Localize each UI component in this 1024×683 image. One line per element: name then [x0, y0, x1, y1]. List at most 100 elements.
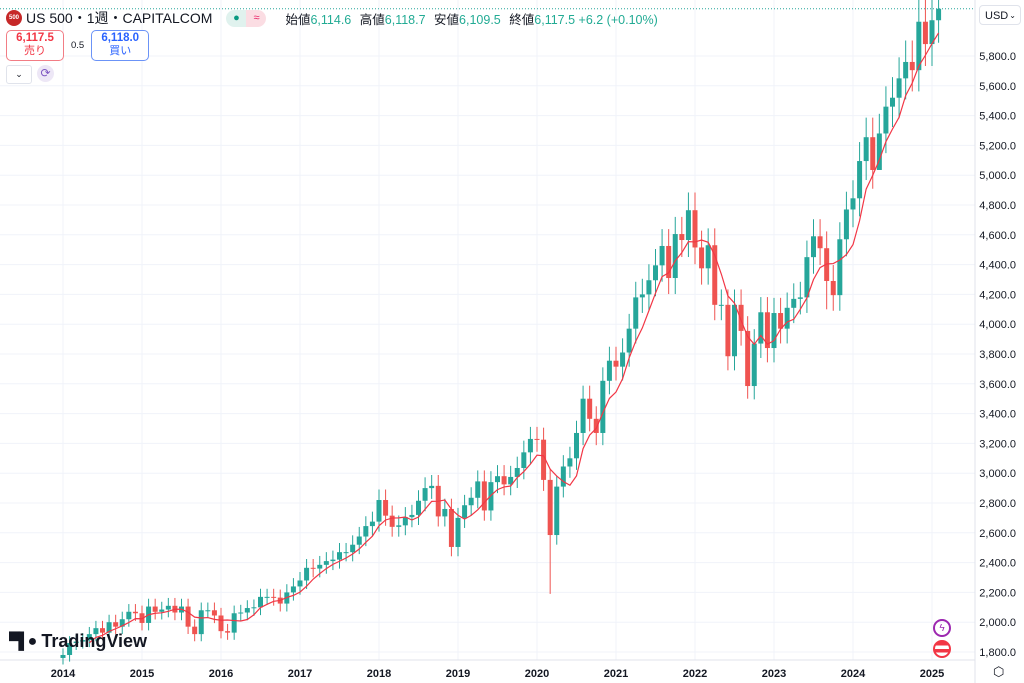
candle	[363, 516, 369, 547]
buy-button[interactable]: 6,118.0 買い	[91, 30, 150, 61]
y-tick-label: 3,800.0	[979, 349, 1016, 361]
close-label: 終値	[509, 12, 535, 27]
market-status[interactable]: ● ≈	[226, 9, 267, 27]
candle	[817, 219, 823, 266]
candle-body	[462, 505, 468, 518]
y-tick-label: 3,600.0	[979, 379, 1016, 391]
candle-body	[205, 610, 211, 612]
candle	[606, 346, 612, 395]
candle-body	[264, 596, 270, 598]
candle-body	[784, 307, 790, 329]
candle	[837, 222, 843, 311]
candle	[745, 316, 751, 399]
candle-body	[580, 398, 586, 433]
candle-body	[258, 596, 263, 608]
candle-body	[521, 452, 527, 468]
candle	[541, 427, 547, 491]
candle	[876, 113, 882, 170]
candle-body	[764, 312, 770, 349]
candle	[442, 498, 448, 527]
gear-icon[interactable]: ⬡	[993, 664, 1005, 679]
candle	[547, 468, 553, 594]
candle	[903, 40, 909, 100]
y-tick-label: 3,200.0	[979, 438, 1016, 450]
candle-body	[73, 641, 79, 644]
y-tick-label: 3,400.0	[979, 409, 1016, 421]
symbol-title[interactable]: US 500・1週・CAPITALCOM	[26, 10, 213, 26]
candle-body	[376, 500, 382, 522]
candle	[416, 490, 421, 526]
candle-body	[100, 628, 105, 633]
candle-body	[857, 161, 863, 199]
candle	[666, 229, 672, 295]
candle	[369, 511, 375, 536]
candle	[205, 602, 211, 619]
candle-body	[574, 432, 579, 459]
candle-body	[916, 21, 922, 71]
candle-body	[797, 297, 803, 299]
sync-icon[interactable]: ⟳	[37, 65, 54, 82]
candle	[574, 420, 579, 470]
candle-body	[929, 20, 935, 45]
candle	[521, 440, 527, 480]
candle	[337, 542, 342, 569]
x-tick-label: 2018	[367, 668, 391, 680]
candle	[310, 559, 316, 578]
candle-body	[666, 245, 672, 279]
x-tick-label: 2014	[51, 668, 76, 680]
candle	[396, 515, 402, 537]
candle	[198, 602, 204, 642]
candle-body	[587, 398, 593, 419]
sell-button[interactable]: 6,117.5 売り	[6, 30, 64, 61]
close-value: 6,117.5	[534, 12, 576, 27]
candle-body	[475, 481, 481, 498]
collapse-legend-button[interactable]: ⌄	[6, 65, 32, 84]
candle-body	[304, 567, 310, 581]
candle	[929, 0, 935, 66]
tradingview-logo[interactable]: ▀▌● TradingView	[9, 631, 147, 652]
candle-body	[909, 61, 915, 71]
candle	[422, 477, 428, 512]
candle	[218, 607, 224, 639]
candle-body	[80, 640, 86, 642]
lightning-icon[interactable]: ϟ	[933, 619, 951, 637]
candle	[80, 633, 86, 649]
candle-body	[843, 209, 849, 240]
candle	[672, 216, 678, 295]
candle-body	[251, 607, 257, 609]
candle-body	[271, 596, 277, 598]
x-tick-label: 2017	[288, 668, 312, 680]
candle-body	[639, 294, 645, 298]
candle-body	[93, 628, 99, 635]
candle	[231, 605, 237, 640]
candle	[350, 535, 356, 562]
candle-body	[416, 500, 421, 515]
candle	[646, 264, 652, 311]
x-tick-label: 2015	[130, 668, 154, 680]
x-tick-label: 2024	[841, 668, 866, 680]
candle-body	[685, 210, 691, 241]
candle-body	[712, 245, 718, 305]
candle-body	[402, 517, 408, 526]
candle-body	[745, 330, 751, 387]
candle-body	[883, 106, 889, 134]
candle-body	[732, 304, 737, 357]
us-flag-icon[interactable]	[933, 640, 951, 658]
trade-panel: 6,117.5 売り 0.5 6,118.0 買い	[6, 30, 150, 61]
currency-select[interactable]: USD ⌄	[979, 5, 1021, 25]
candle-body	[653, 265, 658, 281]
candle-body	[936, 8, 942, 21]
candle	[225, 623, 231, 640]
candle-body	[837, 239, 843, 296]
y-tick-label: 2,600.0	[979, 528, 1016, 540]
candle-body	[350, 544, 356, 553]
x-tick-label: 2025	[920, 668, 944, 680]
candle-body	[231, 613, 237, 633]
candle-body	[389, 515, 395, 527]
candle-body	[113, 622, 119, 627]
candle	[751, 329, 757, 400]
candle-body	[679, 234, 685, 241]
candle-body	[126, 611, 132, 620]
candle-body	[132, 611, 138, 614]
